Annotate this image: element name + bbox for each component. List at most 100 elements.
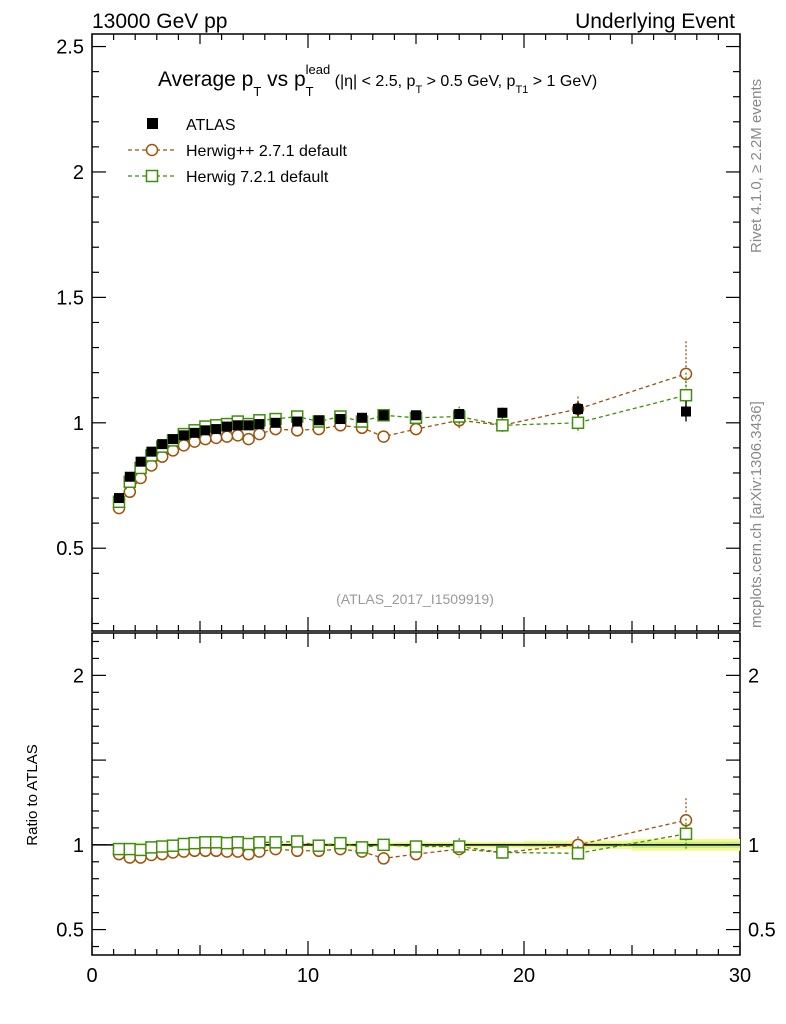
- ratio-herwig7-point: [177, 837, 191, 851]
- ratio-herwigpp-point: [242, 847, 255, 861]
- ratio-herwig7-point: [334, 836, 347, 850]
- ratio-herwig7-point: [312, 839, 326, 852]
- ratio-herwig7-point: [199, 836, 212, 849]
- ratio-herwig7-point: [496, 846, 509, 859]
- herwigpp-point: [242, 432, 255, 446]
- atlas-point: [335, 414, 346, 425]
- ratio-herwig7-point: [145, 841, 158, 854]
- atlas-point: [378, 410, 389, 421]
- ratio-herwig7-point: [166, 839, 180, 852]
- atlas-point: [168, 434, 178, 445]
- xtick-label: 30: [729, 965, 751, 987]
- atlas-point: [411, 410, 421, 421]
- main-ytick-label: 2.5: [56, 37, 84, 59]
- ratio-herwig7-point: [452, 840, 466, 853]
- ratio-herwig7-point: [134, 843, 147, 857]
- title-cuts-close: > 1 GeV): [528, 73, 597, 90]
- atlas-point: [114, 493, 124, 504]
- herwigpp-point: [409, 422, 423, 436]
- ratio-axis-ticks: 0.5 0.5 1 1 2 2: [56, 640, 776, 948]
- atlas-point: [454, 409, 465, 420]
- main-ytick-label: 2: [73, 162, 84, 184]
- xtick-label: 10: [297, 965, 319, 987]
- title-cuts-mid: > 0.5 GeV, p: [422, 73, 515, 90]
- ratio-herwig7-point: [155, 840, 169, 853]
- atlas-point: [681, 406, 691, 417]
- legend-label-atlas: ATLAS: [186, 117, 236, 134]
- legend-marker-atlas: [147, 118, 158, 129]
- title-main: Average p: [158, 68, 253, 91]
- main-panel-frame: [91, 33, 741, 632]
- ratio-ytick-label: 1: [73, 835, 84, 857]
- ratio-herwig7-point: [253, 836, 266, 849]
- main-series: [112, 341, 693, 515]
- x-axis-ticks: 0 10 20 30: [86, 34, 751, 987]
- ratio-herwig7-point: [679, 827, 693, 841]
- ratio-herwig7-point: [571, 847, 585, 860]
- analysis-label: (ATLAS_2017_I1509919): [336, 591, 494, 607]
- main-axis-ticks: 0.5 1 1.5 2 2.5: [56, 37, 740, 625]
- xtick-label: 20: [513, 965, 535, 987]
- title-vs: vs p: [261, 68, 305, 91]
- ratio-ytick-label: 0.5: [56, 920, 84, 942]
- atlas-point: [254, 419, 265, 430]
- ratio-y-label: Ratio to ATLAS: [24, 744, 41, 845]
- herwig7-point: [571, 416, 585, 430]
- atlas-point: [243, 420, 254, 431]
- ratio-herwig7-point: [377, 838, 390, 852]
- plot-title: Average pT vs pTlead (|η| < 2.5, pT > 0.…: [158, 62, 597, 99]
- atlas-point: [232, 420, 243, 431]
- xtick-label: 0: [86, 965, 97, 987]
- ratio-ytick-label-right: 1: [748, 835, 759, 857]
- side-text-mcplots: mcplots.cern.ch [arXiv:1306.3436]: [748, 401, 765, 628]
- side-text-rivet: Rivet 4.1.0, ≥ 2.2M events: [748, 79, 765, 253]
- ratio-herwig7-point: [290, 835, 304, 848]
- main-ytick-label: 1.5: [56, 287, 84, 309]
- herwig7-point: [679, 388, 693, 402]
- herwigpp-point: [177, 439, 191, 452]
- ratio-herwig7-point: [409, 840, 423, 853]
- ratio-herwig7-point: [269, 836, 282, 849]
- ratio-herwig7-point: [220, 836, 234, 850]
- ratio-herwigpp-point: [377, 852, 390, 865]
- atlas-point: [157, 439, 168, 450]
- legend-marker-herwig7: [145, 169, 159, 183]
- ratio-herwig7-point: [242, 837, 255, 851]
- atlas-point: [270, 417, 281, 428]
- title-vs-sub: T: [306, 84, 314, 99]
- title-cuts-open: (|η| < 2.5, p: [330, 73, 415, 90]
- legend: ATLAS Herwig++ 2.7.1 default Herwig 7.2.…: [128, 117, 348, 186]
- title-vs-sup: lead: [306, 62, 331, 77]
- herwig7-point: [496, 419, 509, 432]
- ratio-herwig7-point: [355, 841, 369, 854]
- ratio-herwig7-point: [209, 836, 223, 849]
- atlas-point: [357, 412, 367, 423]
- atlas-point: [497, 407, 508, 418]
- main-ytick-label: 1: [73, 413, 84, 435]
- ratio-herwig7-point: [112, 842, 126, 856]
- ratio-ytick-label: 2: [73, 665, 84, 687]
- title-main-sub: T: [253, 84, 261, 99]
- atlas-point: [146, 446, 157, 457]
- atlas-point: [124, 471, 135, 482]
- atlas-point: [211, 424, 222, 435]
- legend-label-herwigpp: Herwig++ 2.7.1 default: [186, 143, 348, 160]
- atlas-point: [189, 427, 200, 438]
- ratio-panel-frame: [91, 632, 741, 956]
- ratio-ytick-label-right: 2: [748, 665, 759, 687]
- header-right: Underlying Event: [575, 10, 735, 33]
- atlas-point: [313, 415, 324, 426]
- ratio-herwig7-point: [188, 836, 201, 850]
- ratio-herwig7-point: [123, 842, 137, 856]
- atlas-point: [178, 430, 189, 441]
- legend-label-herwig7: Herwig 7.2.1 default: [186, 169, 329, 186]
- atlas-point: [573, 404, 583, 415]
- herwigpp-point: [231, 429, 245, 442]
- header-left: 13000 GeV pp: [92, 10, 227, 33]
- atlas-point: [222, 421, 232, 432]
- main-ytick-label: 0.5: [56, 538, 84, 560]
- herwigpp-point: [220, 430, 234, 443]
- legend-marker-herwigpp: [145, 143, 159, 157]
- title-cuts-sub2: T1: [515, 84, 528, 96]
